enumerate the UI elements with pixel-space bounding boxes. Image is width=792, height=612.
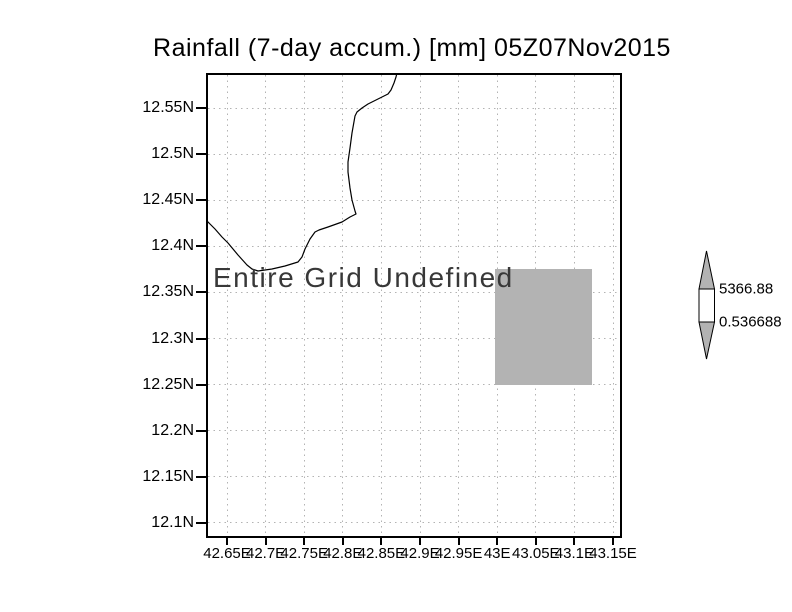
y-axis-tick xyxy=(196,337,206,340)
v-gridline xyxy=(458,75,460,536)
h-gridline xyxy=(208,199,620,201)
x-axis-label: 43.1E xyxy=(554,545,594,562)
h-gridline xyxy=(208,338,620,340)
y-axis-tick xyxy=(196,107,206,109)
plot-area: Entire Grid Undefined xyxy=(206,73,622,538)
y-axis-label: 12.4N xyxy=(151,237,194,255)
x-axis-tick xyxy=(303,537,306,545)
colorbar-min-label: 0.536688 xyxy=(719,313,782,331)
y-axis-label: 12.55N xyxy=(142,99,194,116)
h-gridline xyxy=(208,522,620,524)
y-axis-tick xyxy=(196,291,206,294)
x-axis-label: 42.8E xyxy=(323,545,363,562)
colorbar-max-label: 5366.88 xyxy=(719,280,774,298)
h-gridline xyxy=(208,430,620,432)
y-axis-label: 12.5N xyxy=(151,145,194,163)
y-axis-tick xyxy=(196,153,206,156)
colorbar-down-arrow xyxy=(698,321,716,360)
y-axis-tick xyxy=(196,521,206,524)
shaded-data-region xyxy=(495,269,592,385)
y-axis-tick xyxy=(196,199,206,202)
h-gridline xyxy=(208,291,620,293)
colorbar xyxy=(698,250,716,360)
y-axis-label: 12.45N xyxy=(142,191,194,209)
y-axis-label: 12.1N xyxy=(151,513,194,531)
y-axis-tick xyxy=(196,383,206,386)
undefined-grid-message: Entire Grid Undefined xyxy=(213,262,514,293)
x-axis-label: 42.65E xyxy=(203,545,251,562)
y-axis-label: 12.2N xyxy=(151,421,194,439)
v-gridline xyxy=(265,75,267,536)
v-gridline xyxy=(419,75,421,536)
x-axis-tick xyxy=(573,537,576,545)
v-gridline xyxy=(226,75,228,536)
y-axis-label: 12.3N xyxy=(151,329,194,347)
colorbar-bar xyxy=(698,288,715,323)
x-axis-label: 43E xyxy=(483,545,511,562)
y-axis-label: 12.15N xyxy=(142,467,194,485)
x-axis-tick xyxy=(534,537,537,545)
coastline xyxy=(208,75,398,272)
y-axis-tick xyxy=(196,429,206,432)
h-gridline xyxy=(208,153,620,155)
x-axis-tick xyxy=(341,537,344,545)
h-gridline xyxy=(208,476,620,478)
x-axis-label: 43.05E xyxy=(512,545,560,562)
x-axis-tick xyxy=(226,537,228,545)
plot-title: Rainfall (7-day accum.) [mm] 05Z07Nov201… xyxy=(153,34,671,62)
x-axis-label: 42.9E xyxy=(400,545,440,562)
v-gridline xyxy=(612,75,614,536)
v-gridline xyxy=(303,75,305,536)
v-gridline xyxy=(342,75,344,536)
x-axis-label: 43.15E xyxy=(589,545,637,562)
h-gridline xyxy=(208,384,620,386)
colorbar-up-arrow xyxy=(698,250,716,290)
x-axis-tick xyxy=(496,537,499,545)
h-gridline xyxy=(208,107,620,109)
x-axis-tick xyxy=(457,537,460,545)
y-axis-label: 12.35N xyxy=(142,283,194,301)
y-axis-tick xyxy=(196,475,206,478)
x-axis-label: 42.95E xyxy=(434,545,483,562)
x-axis-tick xyxy=(419,537,421,545)
x-axis-tick xyxy=(264,537,267,545)
x-axis-label: 42.85E xyxy=(357,545,406,562)
h-gridline xyxy=(208,245,620,247)
x-axis-tick xyxy=(380,537,383,545)
v-gridline xyxy=(380,75,382,536)
x-axis-label: 42.7E xyxy=(245,545,286,562)
x-axis-tick xyxy=(612,537,614,545)
x-axis-label: 42.75E xyxy=(280,545,328,562)
y-axis-tick xyxy=(196,245,206,248)
coastline-path xyxy=(208,75,398,272)
y-axis-label: 12.25N xyxy=(142,375,194,393)
